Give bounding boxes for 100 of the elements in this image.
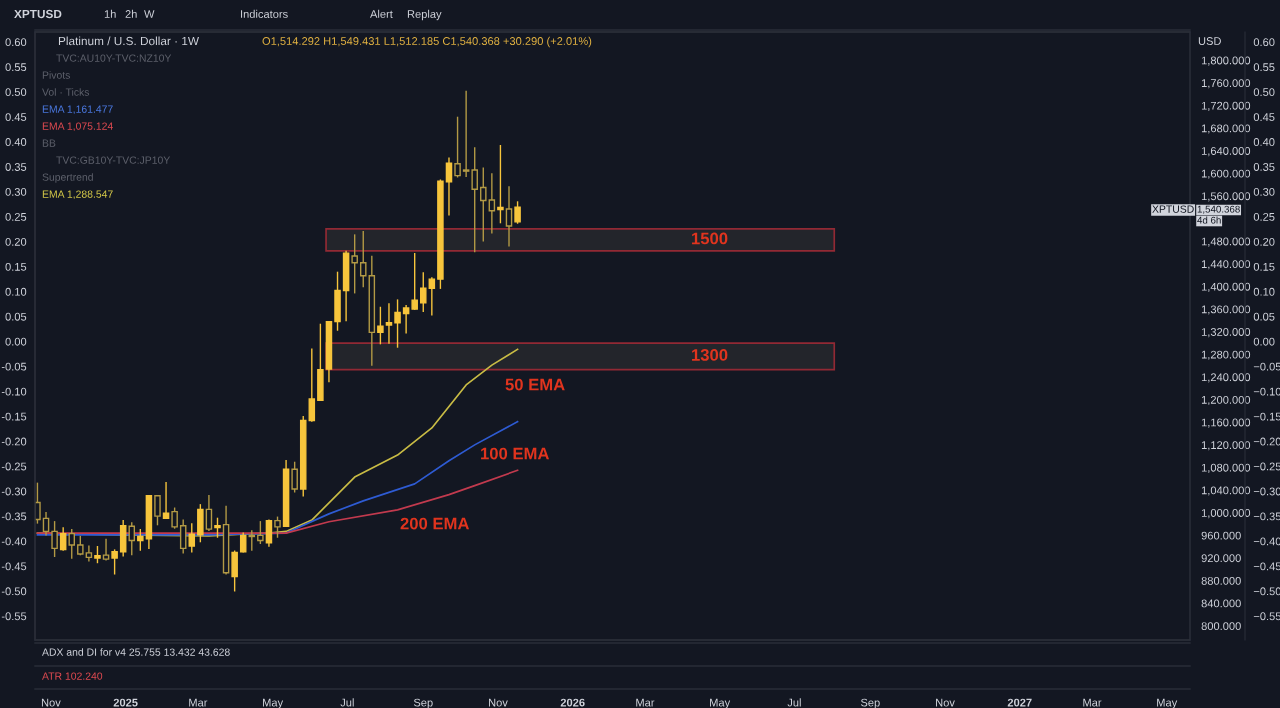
y2-tick-label: -0.40 [1,537,27,546]
x-tick-label: Nov [41,698,61,707]
y3-tick-label: 0.25 [1253,212,1275,221]
candlestick [77,535,84,556]
y-tick-label: 1,720.000 [1201,101,1251,111]
text: Alert [370,9,393,18]
candlestick [351,234,358,294]
candlestick [111,549,118,575]
y2-tick-label: -0.50 [1,587,27,596]
y-tick-label: 1,560.000 [1201,192,1251,202]
candlestick [68,529,76,559]
candlestick [471,147,478,253]
y-tick-label: 800.000 [1201,622,1241,630]
y2-tick-label: -0.15 [1,412,27,421]
x-tick-label: Mar [189,698,208,707]
candlestick [514,201,521,224]
annotation: Platinum / U.S. Dollar · 1W [58,36,199,46]
y-tick-label: 1,280.000 [1201,350,1251,360]
y2-tick-label: 0.15 [5,262,27,271]
y-tick-label: 1,800.000 [1201,56,1251,66]
y3-tick-label: 0.35 [1253,163,1275,171]
y3-tick-label: −0.55 [1253,612,1280,621]
candlestick [257,521,264,544]
y3-tick-label: 0.55 [1253,63,1275,72]
candlestick [411,253,418,310]
y2-tick-label: -0.05 [1,362,27,371]
y3-tick-label: 0.60 [1253,38,1275,47]
y2-tick-label: 0.45 [5,113,27,121]
y2-tick-label: 0.10 [5,287,27,296]
candlestick [274,516,281,538]
annotation: EMA 1,075.124 [42,122,113,132]
y2-tick-label: -0.20 [1,437,27,446]
text: XPTUSD [14,9,62,19]
candlestick [188,523,196,553]
text: W [144,10,155,18]
candlestick [445,157,453,216]
y2-tick-label: -0.10 [1,387,27,396]
y3-tick-label: 0.45 [1253,113,1275,121]
y-tick-label: 1,760.000 [1201,79,1251,89]
y2-tick-label: -0.25 [1,462,27,471]
annotation: TVC:GB10Y-TVC:JP10Y [56,156,171,164]
y2-tick-label: 0.60 [5,38,27,47]
y2-tick-label: 0.20 [5,237,27,246]
candlestick [59,527,67,551]
candlestick [171,507,178,529]
candlestick [505,186,513,247]
line-series [36,469,519,534]
y-tick-label: 1,080.000 [1201,463,1251,473]
x-tick-label: 2026 [560,698,585,707]
candlestick [454,116,461,178]
y3-tick-label: −0.45 [1253,562,1280,571]
x-tick-label: 2027 [1007,698,1032,707]
y-tick-label: 1,160.000 [1201,418,1251,428]
x-tick-label: May [1157,698,1178,708]
candlestick [154,495,161,526]
y2-tick-label: 0.00 [5,337,27,346]
y2-tick-label: -0.30 [1,487,27,496]
candlestick [428,277,436,316]
band-label: 1300 [692,349,728,361]
y-tick-label: 1,000.000 [1201,509,1251,519]
y-tick-label: 1,240.000 [1201,373,1251,383]
y-tick-label: 1,440.000 [1201,260,1251,270]
x-tick-label: Jul [787,698,801,707]
y3-tick-label: 0.20 [1253,237,1275,246]
x-tick-label: May [263,698,284,708]
text: 4d 6h [1197,216,1221,224]
annotation: 50 EMA [505,378,565,391]
y3-tick-label: 0.15 [1253,262,1275,271]
candlestick [419,272,427,313]
text: USD [1198,37,1221,45]
y2-tick-label: 0.40 [5,138,27,146]
y2-tick-label: 0.35 [5,163,27,171]
y-tick-label: 960.000 [1201,531,1241,540]
y3-tick-label: 0.50 [1253,88,1275,97]
y3-tick-label: 0.05 [1253,312,1275,321]
candlestick [291,461,298,493]
text: Replay [407,9,442,21]
y2-tick-label: 0.50 [5,88,27,97]
text: ATR 102.240 [42,672,103,680]
candlestick [308,348,316,422]
y-tick-label: 1,360.000 [1201,305,1251,315]
candlestick [394,299,401,348]
text: 2h [125,9,137,18]
x-tick-label: May [710,698,731,708]
candlestick [480,167,487,242]
annotation: EMA 1,161.477 [42,105,113,115]
candlestick [128,522,136,556]
text: ADX and DI for v4 25.755 13.432 43.628 [42,648,230,656]
band-label: 1500 [692,232,728,245]
y2-tick-label: 0.55 [5,63,27,72]
text: Indicators [241,9,288,18]
candlestick [162,482,170,520]
candlestick [205,495,213,531]
y-tick-label: 1,640.000 [1201,147,1251,157]
candlestick [102,538,110,561]
annotation: 100 EMA [481,447,550,460]
y-tick-label: 1,120.000 [1201,441,1251,451]
x-tick-label: Sep [860,698,880,708]
y-tick-label: 1,600.000 [1201,169,1251,179]
y3-tick-label: −0.15 [1253,412,1280,421]
